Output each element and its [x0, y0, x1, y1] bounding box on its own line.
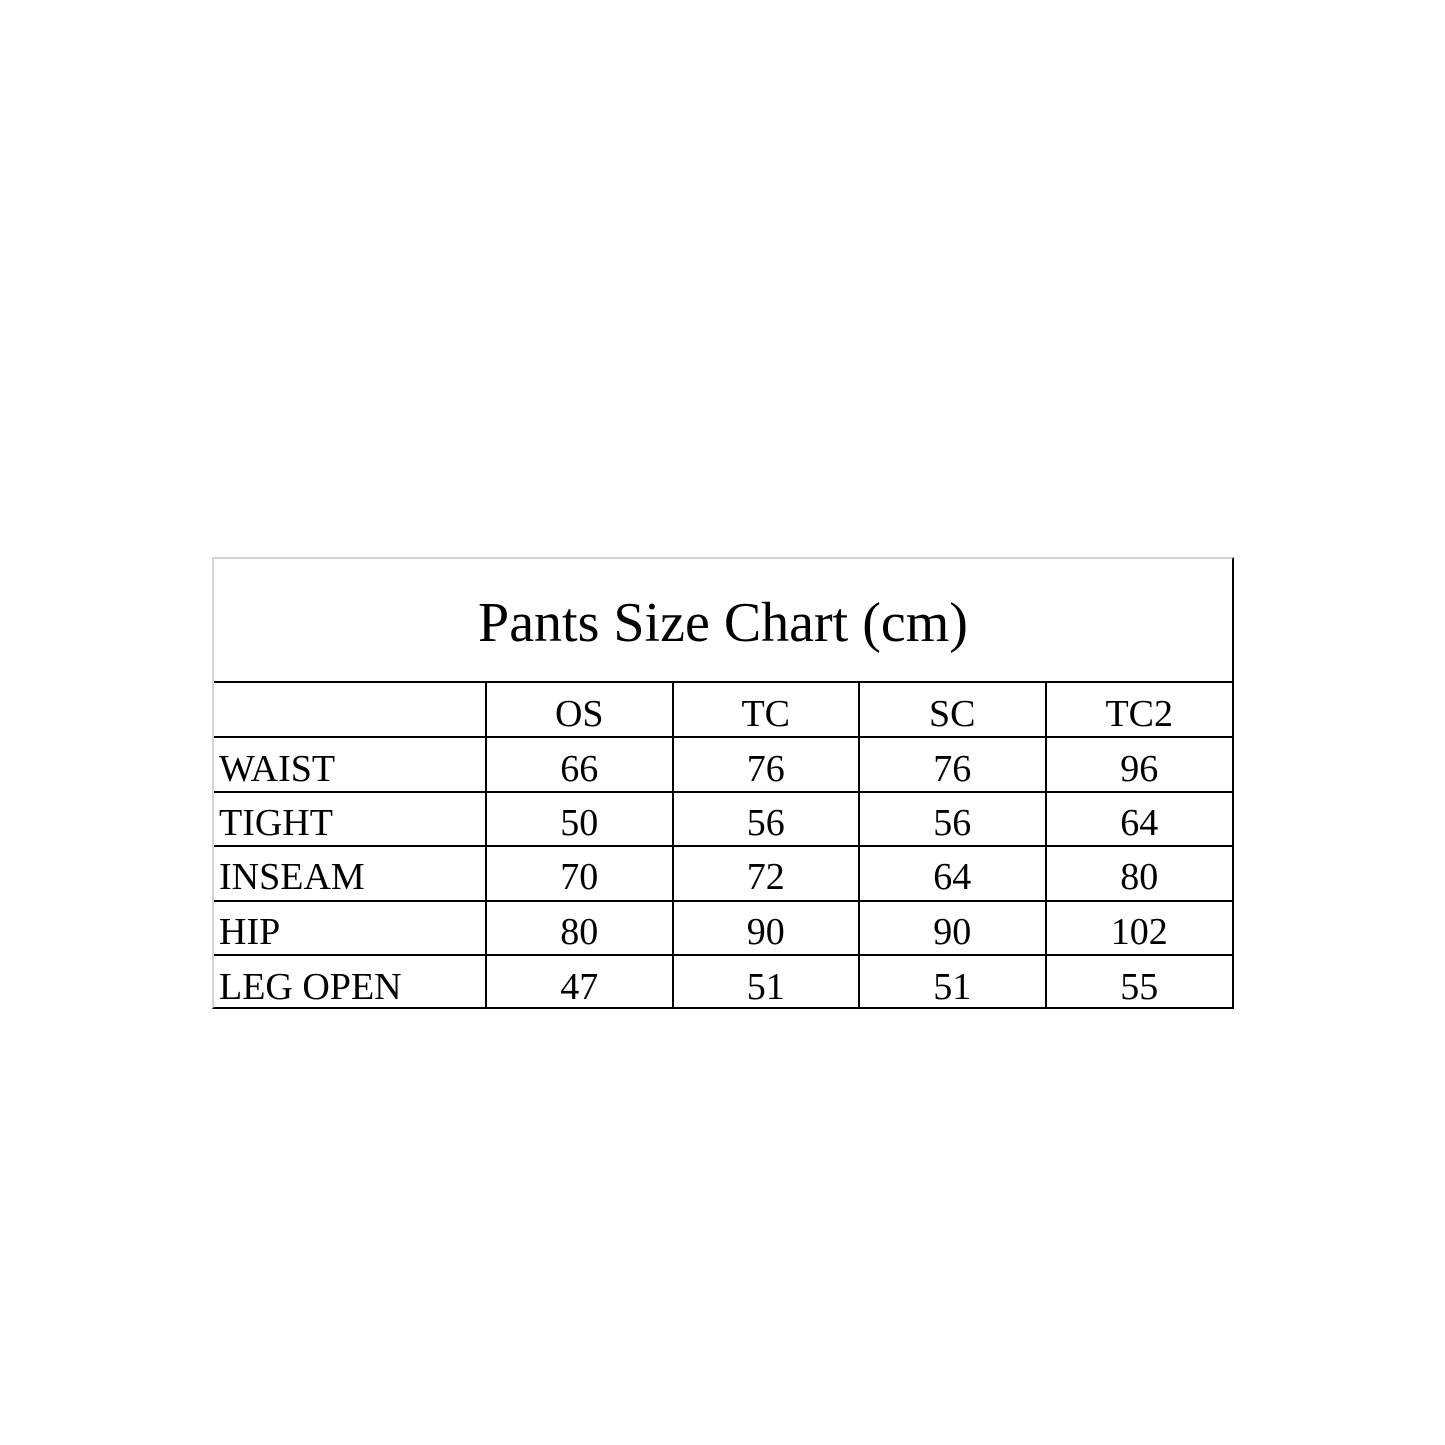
column-header: SC	[858, 683, 1047, 739]
table-cell: 56	[858, 790, 1047, 848]
column-header: TC	[671, 683, 860, 739]
table-cell: 80	[485, 899, 674, 956]
table-row: LEG OPEN 47 51 51 55	[214, 953, 1232, 1010]
table-cell: 80	[1044, 845, 1232, 902]
table-cell: 76	[671, 736, 860, 793]
table-cell: 90	[671, 899, 860, 956]
column-header: OS	[485, 683, 674, 739]
row-label: WAIST	[214, 736, 487, 793]
column-header: TC2	[1044, 683, 1232, 739]
table-cell: 51	[858, 953, 1047, 1010]
table-cell: 64	[1044, 790, 1232, 848]
table-cell: 70	[485, 845, 674, 902]
table-cell: 66	[485, 736, 674, 793]
table-cell: 96	[1044, 736, 1232, 793]
table-cell: 90	[858, 899, 1047, 956]
table-cell: 50	[485, 790, 674, 848]
table-cell: 47	[485, 953, 674, 1010]
table-cell: 56	[671, 790, 860, 848]
row-label: LEG OPEN	[214, 953, 487, 1010]
table-cell: 76	[858, 736, 1047, 793]
table-cell: 55	[1044, 953, 1232, 1010]
row-label: TIGHT	[214, 790, 487, 848]
table-cell: 51	[671, 953, 860, 1010]
table-row: INSEAM 70 72 64 80	[214, 845, 1232, 902]
table-cell: 72	[671, 845, 860, 902]
table-row: WAIST 66 76 76 96	[214, 736, 1232, 793]
table-row: HIP 80 90 90 102	[214, 899, 1232, 956]
row-label: INSEAM	[214, 845, 487, 902]
size-chart-table: Pants Size Chart (cm) OS TC SC TC2 WAIST 66 76…	[212, 557, 1234, 1010]
table-cell: 102	[1044, 899, 1232, 956]
row-label: HIP	[214, 899, 487, 956]
table-row: TIGHT 50 56 56 64	[214, 790, 1232, 848]
column-header	[214, 683, 487, 739]
table-cell: 64	[858, 845, 1047, 902]
header-row: OS TC SC TC2	[214, 683, 1232, 739]
chart-title: Pants Size Chart (cm)	[214, 559, 1232, 683]
size-table: OS TC SC TC2 WAIST 66 76 76 96 TIGHT 50 56 56 64 INSEA…	[214, 683, 1232, 1010]
